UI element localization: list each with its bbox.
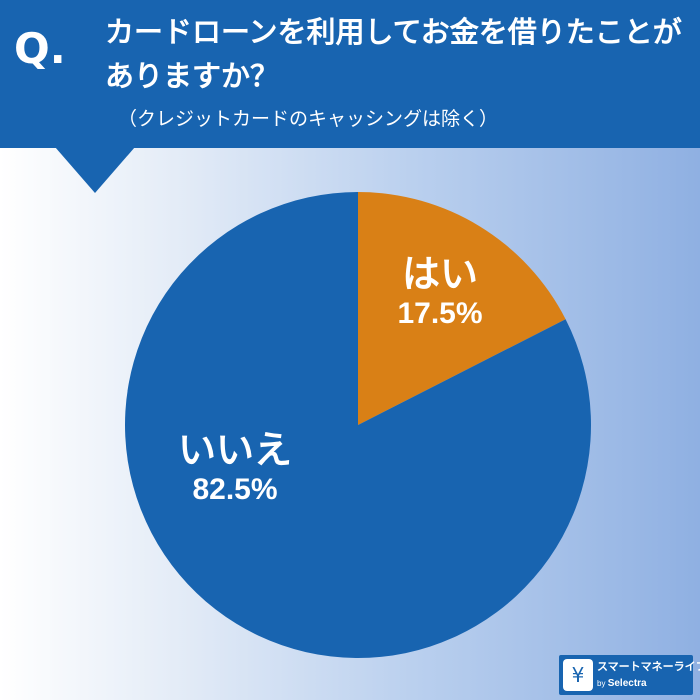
slice-label-yes: はい 17.5% (380, 252, 500, 332)
question-note: （クレジットカードのキャッシングは除く） (118, 108, 499, 130)
piggy-bank-icon: ¥ (563, 659, 593, 691)
slice-yes-value: 17.5% (397, 297, 483, 330)
logo-brand: Selectra (607, 678, 647, 689)
question-text: カードローンを利用してお金を借りたことがありますか？ (105, 15, 682, 93)
logo-byline: by Selectra (597, 677, 691, 691)
speech-pointer (55, 147, 135, 193)
pie-slice-no (124, 192, 591, 658)
question-header: Q. カードローンを利用してお金を借りたことがありますか？ （クレジットカードの… (0, 0, 700, 148)
pie-slice-yes (358, 192, 566, 425)
slice-no-value: 82.5% (192, 473, 278, 506)
logo-by: by (597, 679, 606, 688)
slice-no-label: いいえ (177, 428, 292, 472)
logo-name: スマートマネーライフ (597, 660, 700, 673)
slice-label-no: いいえ 82.5% (170, 428, 300, 508)
q-mark: Q. (14, 24, 66, 73)
slice-yes-label: はい (401, 252, 478, 296)
brand-logo: ¥ スマートマネーライフ by Selectra (559, 655, 700, 695)
